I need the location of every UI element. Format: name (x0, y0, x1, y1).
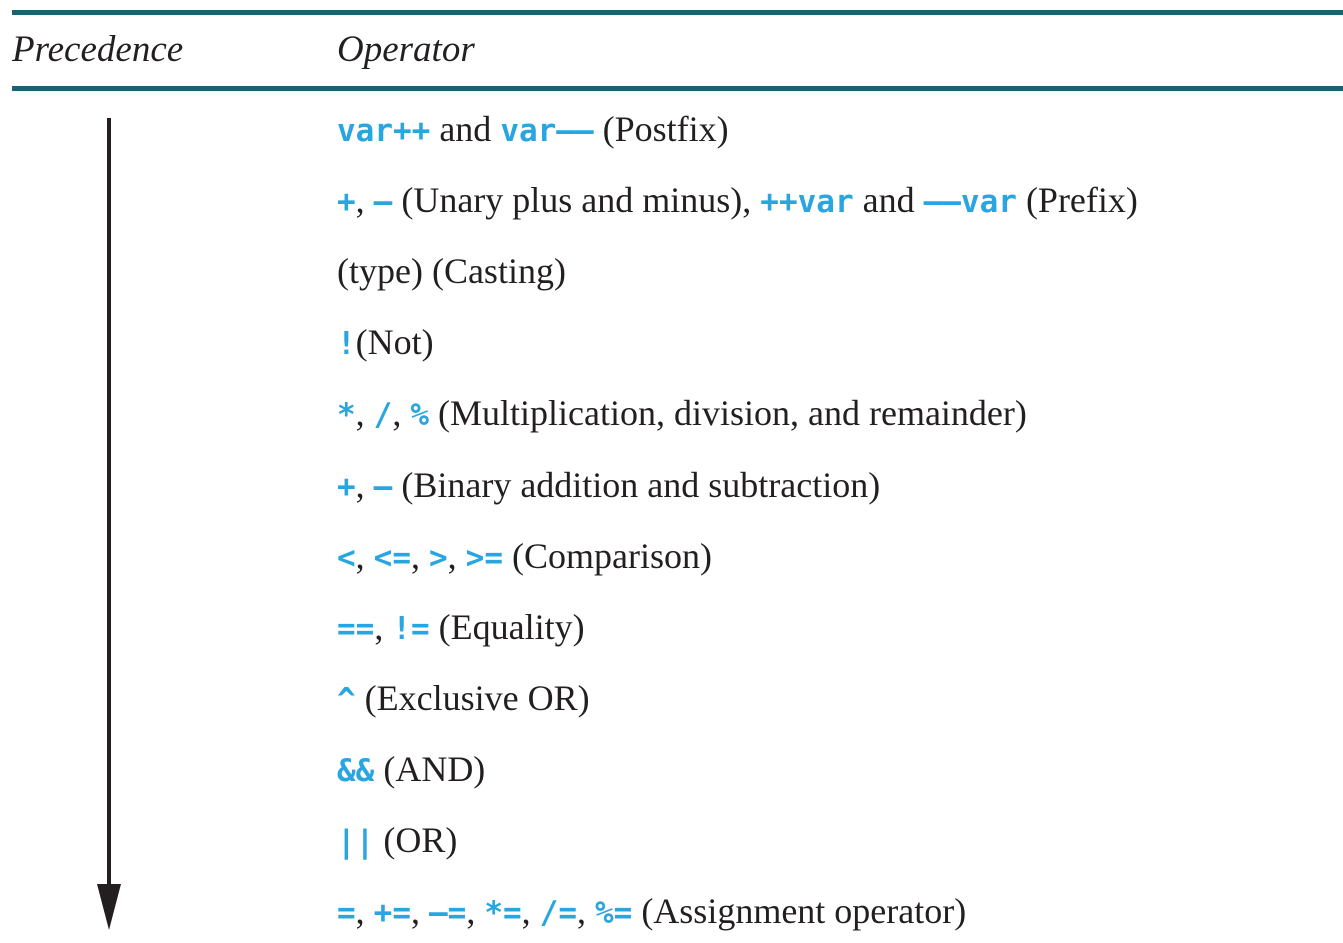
operator-text: (OR) (374, 820, 458, 860)
operator-text: , (447, 536, 466, 576)
operator-text: , (355, 465, 374, 505)
operator-text: (Multiplication, division, and remainder… (429, 393, 1027, 433)
operator-code: == (337, 611, 375, 647)
operator-text: (Equality) (429, 607, 585, 647)
operator-code: ++var (760, 184, 854, 220)
operator-code: var–– (500, 113, 594, 149)
operator-text: (Not) (355, 322, 434, 362)
operator-text: , (374, 607, 393, 647)
operator-text: , (466, 891, 485, 931)
operator-row: (type) (Casting) (337, 246, 566, 296)
operator-row: ^ (Exclusive OR) (337, 673, 590, 723)
table-top-rule (12, 10, 1343, 15)
operator-code: %= (594, 895, 633, 931)
header-precedence: Precedence (12, 29, 184, 70)
operator-row: <, <=, >, >= (Comparison) (337, 531, 712, 581)
operator-code: != (392, 611, 430, 647)
operator-row: && (AND) (337, 744, 485, 794)
operator-code: > (429, 540, 448, 576)
operator-code: || (337, 824, 375, 860)
header-operator: Operator (337, 29, 475, 70)
operator-code: += (373, 895, 411, 931)
arrow-shaft (107, 118, 111, 902)
operator-code: % (410, 397, 430, 433)
operator-code: / (373, 397, 393, 433)
operator-code: <= (373, 540, 411, 576)
operator-text: (AND) (374, 749, 486, 789)
operator-text: (Prefix) (1016, 180, 1138, 220)
operator-text: (Binary addition and subtraction) (392, 465, 881, 505)
operator-code: ^ (337, 682, 356, 718)
operator-text: (Comparison) (503, 536, 712, 576)
operator-text: and (430, 109, 501, 149)
operator-text: (Postfix) (593, 109, 729, 149)
operator-text: , (392, 393, 411, 433)
operator-row: +, – (Unary plus and minus), ++var and –… (337, 175, 1138, 225)
operator-code: ––var (923, 184, 1017, 220)
operator-code: –= (429, 895, 467, 931)
operator-text: , (355, 536, 374, 576)
operator-text: , (521, 891, 540, 931)
operator-text: (Unary plus and minus), (392, 180, 761, 220)
operator-text: , (355, 393, 374, 433)
operator-list: var++ and var–– (Postfix) +, – (Unary plu… (337, 0, 1343, 943)
operator-text: , (355, 180, 374, 220)
operator-row: !(Not) (337, 317, 434, 367)
operator-row: *, /, % (Multiplication, division, and r… (337, 388, 1027, 438)
operator-code: && (337, 753, 375, 789)
operator-row: =, +=, –=, *=, /=, %= (Assignment operat… (337, 886, 966, 936)
operator-text: , (355, 891, 374, 931)
operator-row: || (OR) (337, 815, 457, 865)
operator-text: (Exclusive OR) (355, 678, 590, 718)
operator-code: – (373, 469, 393, 505)
operator-code: * (337, 397, 356, 433)
operator-code: = (337, 895, 356, 931)
operator-row: +, – (Binary addition and subtraction) (337, 460, 880, 510)
operator-row: var++ and var–– (Postfix) (337, 104, 729, 154)
operator-text: and (853, 180, 924, 220)
operator-code: /= (539, 895, 577, 931)
operator-code: var++ (337, 113, 431, 149)
operator-code: + (337, 184, 356, 220)
operator-text: (Assignment operator) (632, 891, 967, 931)
arrow-head (97, 884, 121, 930)
operator-code: < (337, 540, 356, 576)
table-header-rule (12, 86, 1343, 91)
operator-code: >= (465, 540, 503, 576)
operator-code: ! (337, 326, 356, 362)
operator-text: (type) (Casting) (337, 251, 566, 291)
operator-text: , (411, 891, 429, 931)
operator-code: *= (484, 895, 522, 931)
operator-row: ==, != (Equality) (337, 602, 585, 652)
operator-text: , (576, 891, 595, 931)
operator-code: – (373, 184, 393, 220)
operator-code: + (337, 469, 356, 505)
operator-text: , (411, 536, 429, 576)
